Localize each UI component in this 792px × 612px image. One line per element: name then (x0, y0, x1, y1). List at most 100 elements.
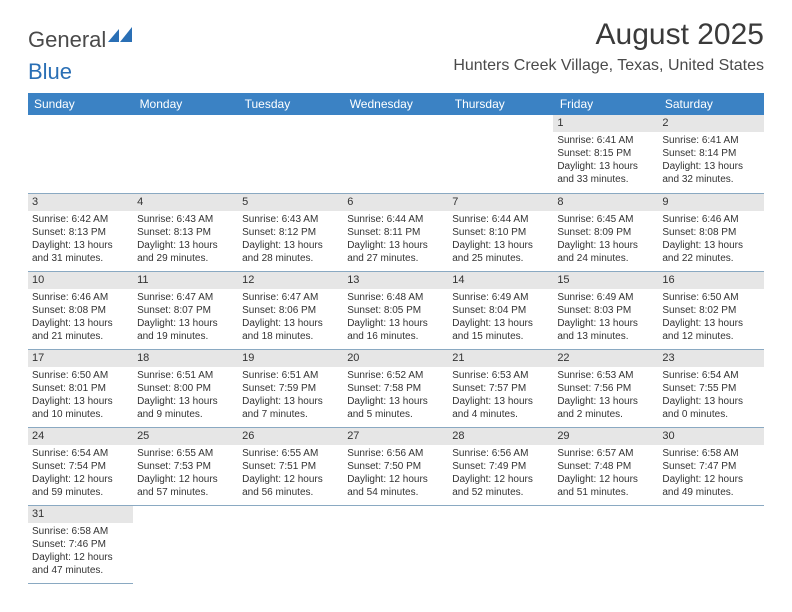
daylight-text-2: and 16 minutes. (347, 330, 444, 343)
daylight-text-2: and 33 minutes. (557, 173, 654, 186)
day-number: 21 (448, 350, 553, 367)
day-details: Sunrise: 6:51 AMSunset: 8:00 PMDaylight:… (133, 367, 238, 423)
day-details: Sunrise: 6:45 AMSunset: 8:09 PMDaylight:… (553, 211, 658, 267)
calendar-cell: 27Sunrise: 6:56 AMSunset: 7:50 PMDayligh… (343, 427, 448, 505)
calendar-row: 17Sunrise: 6:50 AMSunset: 8:01 PMDayligh… (28, 349, 764, 427)
daylight-text-1: Daylight: 13 hours (347, 317, 444, 330)
calendar-cell (133, 115, 238, 193)
day-number: 27 (343, 428, 448, 445)
calendar-cell: 31Sunrise: 6:58 AMSunset: 7:46 PMDayligh… (28, 505, 133, 583)
day-details: Sunrise: 6:41 AMSunset: 8:14 PMDaylight:… (658, 132, 763, 188)
sunset-text: Sunset: 8:02 PM (662, 304, 759, 317)
calendar-cell (448, 505, 553, 583)
sunrise-text: Sunrise: 6:52 AM (347, 369, 444, 382)
day-details: Sunrise: 6:50 AMSunset: 8:02 PMDaylight:… (658, 289, 763, 345)
calendar-cell: 5Sunrise: 6:43 AMSunset: 8:12 PMDaylight… (238, 193, 343, 271)
calendar-cell (553, 505, 658, 583)
daylight-text-1: Daylight: 13 hours (32, 239, 129, 252)
day-number: 10 (28, 272, 133, 289)
day-number: 26 (238, 428, 343, 445)
daylight-text-2: and 29 minutes. (137, 252, 234, 265)
weekday-header: Tuesday (238, 93, 343, 115)
day-number: 11 (133, 272, 238, 289)
day-details: Sunrise: 6:56 AMSunset: 7:50 PMDaylight:… (343, 445, 448, 501)
calendar-cell: 22Sunrise: 6:53 AMSunset: 7:56 PMDayligh… (553, 349, 658, 427)
sunrise-text: Sunrise: 6:43 AM (137, 213, 234, 226)
daylight-text-1: Daylight: 13 hours (452, 395, 549, 408)
sunset-text: Sunset: 8:08 PM (32, 304, 129, 317)
daylight-text-1: Daylight: 13 hours (347, 395, 444, 408)
daylight-text-1: Daylight: 13 hours (662, 317, 759, 330)
sunset-text: Sunset: 8:11 PM (347, 226, 444, 239)
sunrise-text: Sunrise: 6:46 AM (662, 213, 759, 226)
sunset-text: Sunset: 7:56 PM (557, 382, 654, 395)
daylight-text-2: and 13 minutes. (557, 330, 654, 343)
daylight-text-2: and 54 minutes. (347, 486, 444, 499)
day-details: Sunrise: 6:44 AMSunset: 8:10 PMDaylight:… (448, 211, 553, 267)
day-details: Sunrise: 6:49 AMSunset: 8:03 PMDaylight:… (553, 289, 658, 345)
daylight-text-2: and 0 minutes. (662, 408, 759, 421)
day-number: 9 (658, 194, 763, 211)
sunset-text: Sunset: 8:13 PM (32, 226, 129, 239)
calendar-row: 1Sunrise: 6:41 AMSunset: 8:15 PMDaylight… (28, 115, 764, 193)
sunrise-text: Sunrise: 6:46 AM (32, 291, 129, 304)
sunset-text: Sunset: 7:49 PM (452, 460, 549, 473)
calendar-cell: 1Sunrise: 6:41 AMSunset: 8:15 PMDaylight… (553, 115, 658, 193)
day-number: 31 (28, 506, 133, 523)
sunset-text: Sunset: 8:05 PM (347, 304, 444, 317)
sunrise-text: Sunrise: 6:51 AM (242, 369, 339, 382)
calendar-cell (238, 505, 343, 583)
daylight-text-1: Daylight: 13 hours (137, 239, 234, 252)
daylight-text-1: Daylight: 13 hours (557, 160, 654, 173)
daylight-text-2: and 31 minutes. (32, 252, 129, 265)
day-details: Sunrise: 6:49 AMSunset: 8:04 PMDaylight:… (448, 289, 553, 345)
day-details: Sunrise: 6:50 AMSunset: 8:01 PMDaylight:… (28, 367, 133, 423)
sunrise-text: Sunrise: 6:48 AM (347, 291, 444, 304)
daylight-text-2: and 56 minutes. (242, 486, 339, 499)
sunrise-text: Sunrise: 6:51 AM (137, 369, 234, 382)
daylight-text-1: Daylight: 13 hours (662, 160, 759, 173)
daylight-text-2: and 19 minutes. (137, 330, 234, 343)
day-details: Sunrise: 6:55 AMSunset: 7:53 PMDaylight:… (133, 445, 238, 501)
sunset-text: Sunset: 7:53 PM (137, 460, 234, 473)
logo-text-blue: Blue (28, 59, 72, 85)
calendar-cell: 17Sunrise: 6:50 AMSunset: 8:01 PMDayligh… (28, 349, 133, 427)
day-number: 22 (553, 350, 658, 367)
sunrise-text: Sunrise: 6:44 AM (347, 213, 444, 226)
day-number: 3 (28, 194, 133, 211)
day-details: Sunrise: 6:47 AMSunset: 8:07 PMDaylight:… (133, 289, 238, 345)
sunset-text: Sunset: 8:03 PM (557, 304, 654, 317)
calendar-cell: 14Sunrise: 6:49 AMSunset: 8:04 PMDayligh… (448, 271, 553, 349)
daylight-text-1: Daylight: 13 hours (32, 317, 129, 330)
day-details: Sunrise: 6:51 AMSunset: 7:59 PMDaylight:… (238, 367, 343, 423)
daylight-text-2: and 25 minutes. (452, 252, 549, 265)
calendar-cell: 19Sunrise: 6:51 AMSunset: 7:59 PMDayligh… (238, 349, 343, 427)
sunrise-text: Sunrise: 6:41 AM (557, 134, 654, 147)
calendar-cell: 24Sunrise: 6:54 AMSunset: 7:54 PMDayligh… (28, 427, 133, 505)
logo-text-general: General (28, 27, 106, 53)
day-details: Sunrise: 6:58 AMSunset: 7:47 PMDaylight:… (658, 445, 763, 501)
sunset-text: Sunset: 7:48 PM (557, 460, 654, 473)
day-number: 12 (238, 272, 343, 289)
sunrise-text: Sunrise: 6:43 AM (242, 213, 339, 226)
calendar-cell: 21Sunrise: 6:53 AMSunset: 7:57 PMDayligh… (448, 349, 553, 427)
day-number: 19 (238, 350, 343, 367)
calendar-cell: 2Sunrise: 6:41 AMSunset: 8:14 PMDaylight… (658, 115, 763, 193)
sunset-text: Sunset: 7:54 PM (32, 460, 129, 473)
day-number: 29 (553, 428, 658, 445)
calendar-cell: 29Sunrise: 6:57 AMSunset: 7:48 PMDayligh… (553, 427, 658, 505)
calendar-cell (28, 115, 133, 193)
calendar-row: 24Sunrise: 6:54 AMSunset: 7:54 PMDayligh… (28, 427, 764, 505)
calendar-cell (658, 505, 763, 583)
day-number: 1 (553, 115, 658, 132)
calendar-cell (343, 115, 448, 193)
daylight-text-1: Daylight: 13 hours (557, 395, 654, 408)
sunrise-text: Sunrise: 6:50 AM (662, 291, 759, 304)
daylight-text-2: and 47 minutes. (32, 564, 129, 577)
weekday-header: Sunday (28, 93, 133, 115)
sunrise-text: Sunrise: 6:45 AM (557, 213, 654, 226)
daylight-text-2: and 9 minutes. (137, 408, 234, 421)
calendar-cell: 20Sunrise: 6:52 AMSunset: 7:58 PMDayligh… (343, 349, 448, 427)
sunrise-text: Sunrise: 6:57 AM (557, 447, 654, 460)
weekday-header-row: Sunday Monday Tuesday Wednesday Thursday… (28, 93, 764, 115)
